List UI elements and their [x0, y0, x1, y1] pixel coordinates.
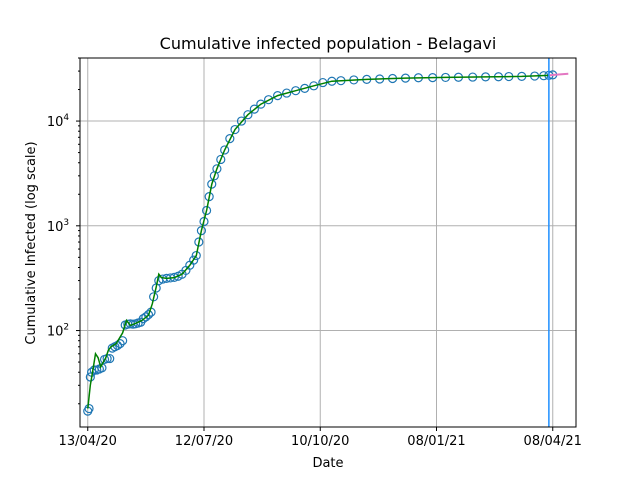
axes: 13/04/20 12/07/20 10/10/20 08/01/21 08/04/21… [47, 57, 582, 449]
y-tick-label: 102 [47, 323, 69, 340]
observed-point [236, 116, 247, 126]
observed-point [230, 124, 240, 135]
grid [80, 58, 576, 427]
model-line [87, 74, 549, 409]
observed-point [300, 83, 310, 94]
observed-point [141, 312, 151, 322]
observed-point [189, 255, 199, 265]
observed-point [199, 216, 209, 227]
observed-point [196, 225, 207, 236]
observed-point [291, 86, 301, 96]
observed-point [256, 99, 266, 109]
y-tick-label: 103 [47, 218, 69, 235]
observed-point [143, 309, 154, 320]
x-tick-label: 08/01/21 [407, 434, 465, 449]
observed-point [212, 164, 222, 174]
observed-point [225, 134, 235, 144]
observed-point [249, 104, 259, 114]
observed-point [201, 205, 212, 216]
x-tick-label: 08/04/21 [524, 434, 582, 449]
observed-point [309, 81, 319, 91]
observed-point [191, 250, 201, 261]
y-axis-title: Cumulative Infected (log scale) [24, 141, 39, 344]
chart-title: Cumulative infected population - Belagav… [160, 34, 497, 53]
observed-point [243, 110, 253, 120]
x-tick-label: 12/07/20 [175, 434, 233, 449]
x-tick-label: 10/10/20 [291, 434, 349, 449]
y-tick-label: 104 [47, 113, 70, 130]
observed-point [84, 403, 94, 414]
observed-point [282, 88, 292, 98]
observed-point [273, 91, 283, 101]
x-axis-title: Date [312, 456, 343, 471]
x-tick-label: 13/04/20 [59, 434, 117, 449]
observed-point [216, 154, 226, 165]
forecast-line [548, 72, 569, 77]
observed-point [220, 145, 230, 155]
observed-point [263, 95, 274, 105]
plot-area [83, 58, 569, 427]
